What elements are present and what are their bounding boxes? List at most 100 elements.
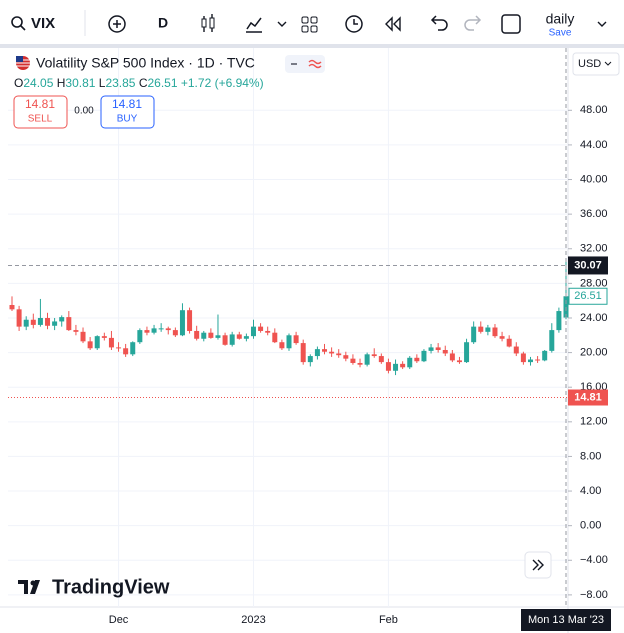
currency-button[interactable] xyxy=(572,52,620,76)
candle-body xyxy=(421,350,427,362)
candle-body xyxy=(563,296,569,318)
spread: 0.00 xyxy=(74,106,94,117)
candle-body xyxy=(393,363,399,371)
compare-button[interactable] xyxy=(108,15,126,33)
candle-body xyxy=(94,336,100,349)
crosshair-time-box xyxy=(521,609,611,631)
candle-body xyxy=(556,311,562,331)
candle-body xyxy=(329,351,335,354)
candle-body xyxy=(265,330,271,333)
buy-price: 14.81 xyxy=(112,97,142,111)
y-tick-label: 24.00 xyxy=(580,312,608,324)
y-tick-label: −4.00 xyxy=(580,554,608,566)
icon xyxy=(209,17,215,29)
undo-button[interactable] xyxy=(430,15,448,31)
icon xyxy=(113,20,121,28)
candle-body xyxy=(243,336,249,339)
y-tick-label: 8.00 xyxy=(580,450,601,462)
y-tick-label: 4.00 xyxy=(580,485,601,497)
candle-body xyxy=(385,362,391,371)
plot xyxy=(8,48,569,607)
legend-title: Volatility S&P 500 Index · 1D · TVC xyxy=(36,55,255,71)
candle-body xyxy=(123,348,129,355)
legend-flag xyxy=(16,56,30,70)
candle-body xyxy=(414,357,420,362)
candle-body xyxy=(400,363,406,368)
ohlc-value: 26.51 xyxy=(148,76,178,90)
candle-body xyxy=(336,353,342,356)
divider xyxy=(0,44,624,48)
icon xyxy=(308,59,322,69)
candle-body xyxy=(165,328,171,331)
buy-label: BUY xyxy=(117,114,138,125)
candle-body xyxy=(179,310,185,336)
logo-icon xyxy=(30,580,36,586)
candle-body xyxy=(307,356,313,363)
candle-body xyxy=(435,347,441,350)
icon xyxy=(301,16,309,24)
candle-body xyxy=(250,326,256,337)
redo-button[interactable] xyxy=(464,15,482,31)
last-price-label: 26.51 xyxy=(574,290,602,302)
interval[interactable]: D xyxy=(158,15,168,31)
candle-body xyxy=(442,349,448,354)
candle-body xyxy=(16,309,22,327)
candle-body xyxy=(236,334,242,339)
ohlc-label: H xyxy=(57,76,66,90)
sell-button[interactable]: 14.81 SELL xyxy=(13,95,68,129)
candle-body xyxy=(59,317,65,322)
icon xyxy=(597,21,607,27)
candle-body xyxy=(272,332,278,343)
candle-body xyxy=(471,326,477,343)
candle-body xyxy=(506,338,512,347)
x-tick-label: Feb xyxy=(379,614,398,626)
buy-box xyxy=(100,95,155,129)
candle-body xyxy=(73,330,79,332)
crosshair-price-box xyxy=(568,256,608,275)
candle-body xyxy=(357,362,363,365)
ohlc-value: 24.05 xyxy=(23,76,53,90)
candle-body xyxy=(215,335,221,338)
icon xyxy=(604,61,612,66)
search-icon xyxy=(20,25,26,31)
buy-button[interactable]: 14.81 BUY xyxy=(100,95,155,129)
icon xyxy=(201,18,207,28)
y-tick-label: 0.00 xyxy=(580,520,601,532)
candle-body xyxy=(407,357,413,368)
icon xyxy=(277,21,287,27)
candle-body xyxy=(314,349,320,357)
candle-body xyxy=(456,360,462,363)
candle-body xyxy=(485,327,491,332)
icon xyxy=(246,17,262,33)
candle-body xyxy=(449,353,455,361)
candle-body xyxy=(187,310,193,331)
candle-body xyxy=(549,330,555,351)
y-tick-label: 28.00 xyxy=(580,277,608,289)
candle-body xyxy=(201,332,207,339)
replay-button[interactable] xyxy=(385,16,401,32)
indicators-button[interactable] xyxy=(246,17,287,33)
legend-buttons[interactable] xyxy=(285,55,325,73)
candle-body xyxy=(37,317,43,325)
candle-body xyxy=(45,317,51,326)
candle-body xyxy=(9,305,15,310)
candle-body xyxy=(322,349,328,352)
candle-body xyxy=(137,330,143,343)
candle-body xyxy=(66,317,72,331)
fullscreen-button[interactable] xyxy=(501,14,521,34)
candle-body xyxy=(172,330,178,336)
chart-type-button[interactable] xyxy=(201,14,215,32)
candle-body xyxy=(23,319,29,327)
candle-body xyxy=(108,337,114,348)
y-tick-label: 48.00 xyxy=(580,104,608,116)
ohlc-label: L xyxy=(99,76,106,90)
layouts-button[interactable] xyxy=(301,16,318,33)
scroll-to-end[interactable] xyxy=(524,551,552,579)
overlay: Volatility S&P 500 Index · 1D · TVC O24.… xyxy=(13,52,620,631)
layout-menu[interactable]: daily Save xyxy=(546,11,607,39)
currency: USD xyxy=(578,58,601,70)
symbol-search[interactable]: VIX xyxy=(11,15,55,32)
y-tick-label: 44.00 xyxy=(580,139,608,151)
alert-button[interactable] xyxy=(345,15,363,33)
